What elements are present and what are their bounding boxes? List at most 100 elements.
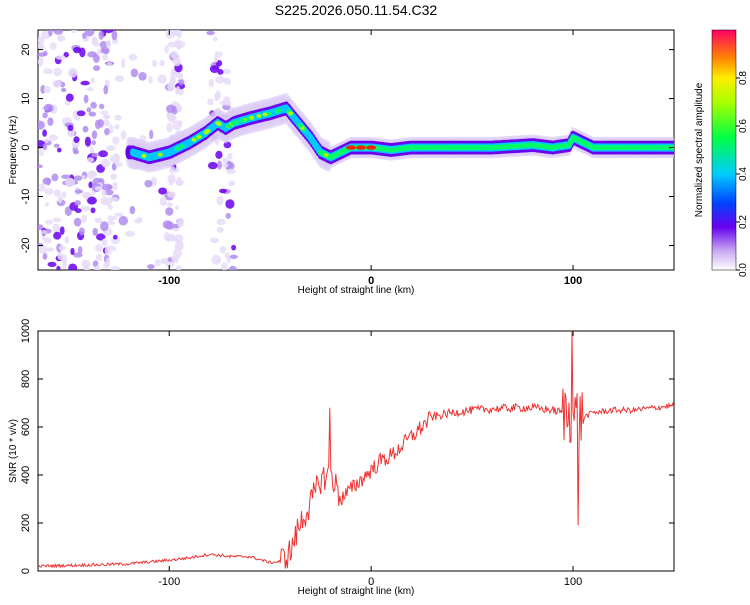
snr-y-tick-label: 600 xyxy=(20,418,32,436)
heatmap-noise-blob xyxy=(59,226,65,235)
heatmap-noise-blob xyxy=(108,197,119,202)
heatmap-noise-blob xyxy=(111,30,118,41)
heatmap-noise-blob xyxy=(42,112,48,119)
heatmap-ridge-spot xyxy=(298,123,303,128)
heatmap-ridge-max xyxy=(356,145,366,150)
heatmap-noise-blob xyxy=(207,161,218,170)
heatmap-y-axis-label: Frequency (Hz) xyxy=(8,116,19,185)
heatmap-noise-blob xyxy=(84,30,95,37)
heatmap-noise-blob xyxy=(106,39,111,49)
snr-x-tick-label: 100 xyxy=(564,576,582,588)
snr-y-tick-label: 1000 xyxy=(20,319,32,343)
heatmap-noise-blob xyxy=(74,189,84,194)
heatmap-noise-blob xyxy=(38,183,46,192)
heatmap-noise-blob xyxy=(96,253,103,261)
heatmap-noise-blob xyxy=(84,266,90,270)
heatmap-ridge-spot xyxy=(157,152,163,157)
heatmap-noise-blob xyxy=(178,74,183,81)
heatmap-noise-blob xyxy=(106,61,113,67)
heatmap-noise-blob xyxy=(43,85,51,94)
heatmap-x-axis-label: Height of straight line (km) xyxy=(298,285,415,296)
heatmap-noise-blob xyxy=(90,207,96,214)
heatmap-noise-blob xyxy=(176,103,181,112)
heatmap-y-tick-label: -20 xyxy=(20,238,32,254)
heatmap-noise-blob xyxy=(53,30,64,35)
heatmap-noise-blob xyxy=(53,67,63,77)
heatmap-noise-blob xyxy=(86,107,92,113)
heatmap-noise-blob xyxy=(120,130,127,140)
heatmap-noise-blob xyxy=(48,30,53,37)
heatmap-noise-blob xyxy=(102,119,111,127)
heatmap-noise-blob xyxy=(225,160,233,170)
heatmap-noise-blob xyxy=(96,48,102,55)
heatmap-noise-blob xyxy=(46,247,55,252)
heatmap-noise-blob xyxy=(80,80,90,86)
heatmap-noise-blob xyxy=(83,94,89,104)
heatmap-noise-blob xyxy=(110,236,121,245)
heatmap-noise-blob xyxy=(61,174,71,180)
heatmap-noise-blob xyxy=(100,221,109,232)
heatmap-noise-blob xyxy=(38,57,44,67)
heatmap-noise-blob xyxy=(114,114,122,121)
heatmap-ridge-spot xyxy=(288,111,294,116)
heatmap-noise-blob xyxy=(102,47,110,55)
heatmap-noise-blob xyxy=(166,202,174,207)
heatmap-x-tick-label: 100 xyxy=(564,275,582,287)
heatmap-noise-blob xyxy=(172,120,182,131)
heatmap-noise-blob xyxy=(95,244,103,252)
heatmap-noise-blob xyxy=(101,188,107,197)
heatmap-noise-blob xyxy=(79,47,86,58)
heatmap-noise-blob xyxy=(79,227,85,236)
heatmap-noise-blob xyxy=(97,119,105,128)
heatmap-noise-blob xyxy=(76,110,86,117)
heatmap-noise-blob xyxy=(55,55,66,60)
heatmap-noise-blob xyxy=(73,217,82,227)
heatmap-ridge-spot xyxy=(191,137,197,142)
heatmap-noise-blob xyxy=(74,116,81,121)
heatmap-noise-blob xyxy=(47,117,54,126)
heatmap-noise-blob xyxy=(170,51,178,59)
heatmap-noise-blob xyxy=(216,226,224,233)
heatmap-noise-blob xyxy=(225,212,231,219)
heatmap-noise-blob xyxy=(112,181,118,191)
heatmap-noise-blob xyxy=(57,147,62,153)
heatmap-noise-blob xyxy=(106,145,116,151)
heatmap-noise-blob xyxy=(101,158,111,168)
heatmap-noise-blob xyxy=(90,77,95,84)
heatmap-noise-blob xyxy=(112,136,120,145)
heatmap-noise-blob xyxy=(171,255,180,260)
heatmap-noise-blob xyxy=(56,265,61,270)
heatmap-noise-blob xyxy=(84,136,91,147)
heatmap-noise-blob xyxy=(215,258,222,264)
heatmap-noise-blob xyxy=(220,77,231,83)
heatmap-noise-blob xyxy=(148,76,153,84)
heatmap-noise-blob xyxy=(38,36,45,44)
heatmap-noise-blob xyxy=(91,152,99,158)
heatmap-noise-blob xyxy=(87,196,97,205)
heatmap-noise-blob xyxy=(167,81,174,92)
heatmap-noise-blob xyxy=(73,252,83,258)
snr-panel: 0 200 400 600 800 1000 -100 0 100 Height of str… xyxy=(8,319,675,597)
heatmap-noise-blob xyxy=(165,221,175,230)
heatmap-noise-blob xyxy=(208,78,215,88)
colorbar-tick-label: 0.0 xyxy=(738,263,749,277)
heatmap-noise-blob xyxy=(228,180,236,187)
heatmap-noise-blob xyxy=(114,212,124,217)
chart-title: S225.2026.050.11.54.C32 xyxy=(275,2,438,18)
heatmap-noise-blob xyxy=(229,254,238,259)
heatmap-noise-blob xyxy=(226,168,236,175)
heatmap-y-tick-label: 20 xyxy=(20,43,32,55)
heatmap-noise-blob xyxy=(98,30,104,40)
heatmap-noise-blob xyxy=(110,173,117,180)
colorbar-tick-label: 0.8 xyxy=(738,71,749,85)
heatmap-noise-blob xyxy=(38,52,47,57)
heatmap-noise-blob xyxy=(63,51,69,58)
heatmap-ridge-spot xyxy=(323,153,329,158)
heatmap-noise-blob xyxy=(170,237,178,242)
heatmap-noise-blob xyxy=(92,38,98,46)
colorbar-tick-label: 0.2 xyxy=(738,215,749,229)
snr-x-tick-label: 0 xyxy=(368,576,374,588)
heatmap-noise-blob xyxy=(38,120,45,130)
heatmap-noise-blob xyxy=(130,68,139,78)
heatmap-noise-blob xyxy=(147,264,155,270)
